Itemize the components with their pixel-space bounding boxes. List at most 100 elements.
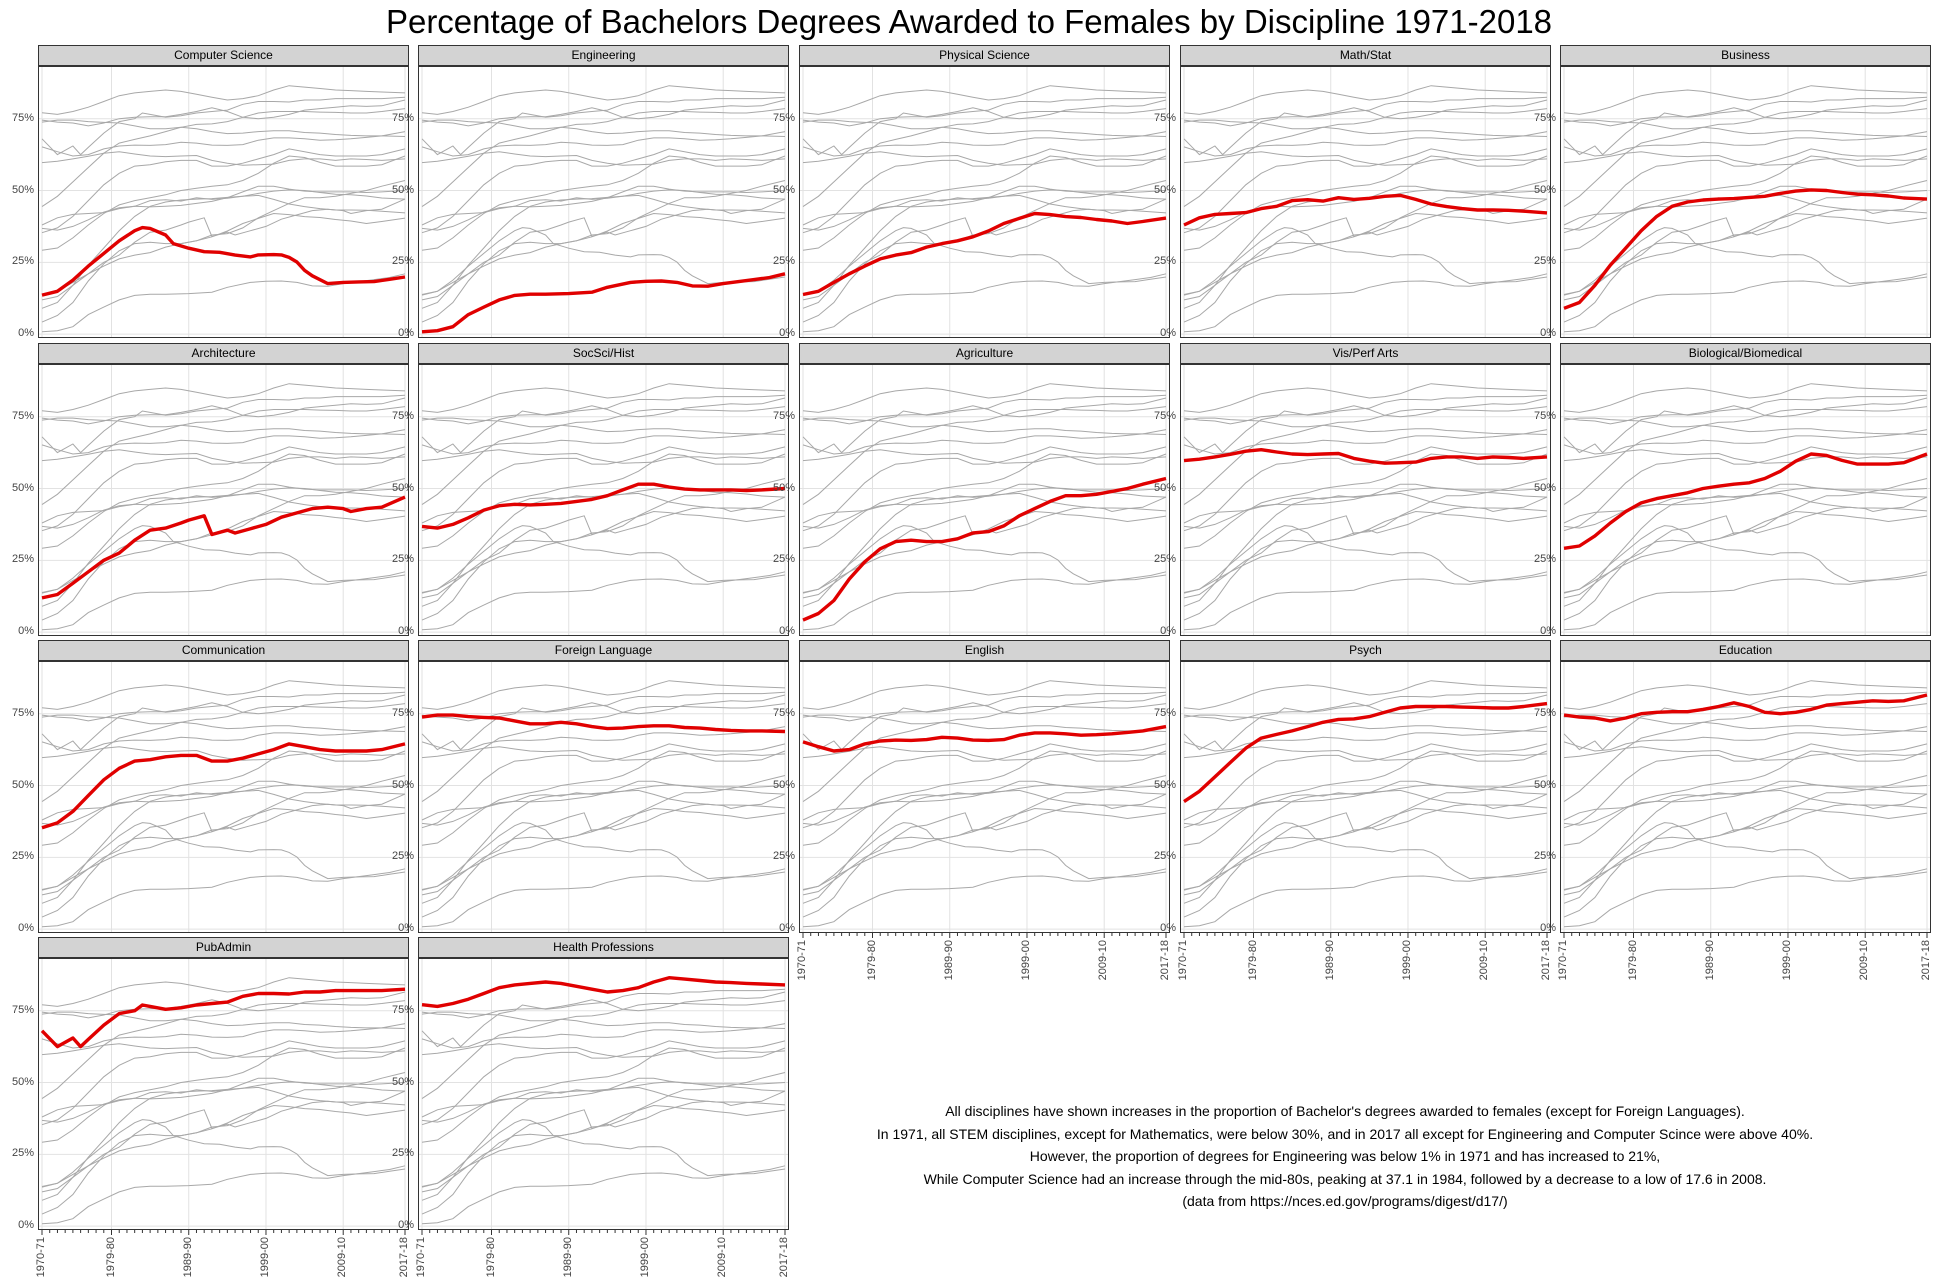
background-series-line [41, 394, 406, 454]
facet-strip-label: Agriculture [799, 343, 1170, 364]
background-series-line [41, 397, 406, 425]
facet-svg [39, 365, 408, 635]
background-series-line [41, 189, 406, 309]
background-series-line [41, 198, 406, 301]
background-series-line [41, 487, 406, 607]
background-series-line [421, 383, 786, 413]
x-tick-label: 2017-18 [1920, 940, 1932, 981]
x-axis-ticks [802, 933, 1167, 938]
background-series-line [1563, 822, 1928, 891]
y-tick-label: 25% [1533, 850, 1556, 863]
background-series-line [1563, 96, 1928, 156]
background-series-line [1183, 680, 1548, 710]
y-tick-label: 25% [772, 850, 795, 863]
note-line: While Computer Science had an increase t… [923, 1170, 1767, 1187]
background-series-line [1183, 189, 1548, 309]
background-series-line [421, 189, 786, 309]
facet-plot-area [1180, 66, 1551, 338]
background-series-line [802, 148, 1167, 234]
highlight-series-line [802, 476, 1167, 622]
y-tick-label: 0% [1540, 327, 1556, 340]
facet-plot-area [38, 958, 409, 1230]
y-tick-label: 75% [1153, 409, 1176, 422]
background-series-line [802, 155, 1167, 251]
y-tick-label: 50% [391, 1075, 414, 1088]
y-tick-label: 0% [398, 327, 414, 340]
y-tick-label: 0% [1160, 625, 1176, 638]
note-line: All disciplines have shown increases in … [945, 1103, 1745, 1119]
facet-svg [419, 67, 788, 337]
chart-title: Percentage of Bachelors Degrees Awarded … [385, 3, 1553, 40]
background-series-line [421, 151, 786, 166]
facet-svg [1181, 67, 1550, 337]
background-series-line [802, 96, 1167, 156]
background-series-line [1563, 119, 1928, 137]
background-series-line [802, 775, 1167, 918]
y-tick-label: 25% [1533, 553, 1556, 566]
y-tick-label: 0% [18, 625, 34, 638]
background-series-line [1183, 383, 1548, 413]
y-tick-label: 75% [11, 706, 34, 719]
background-series-line [802, 571, 1167, 631]
facet-plot-area [38, 66, 409, 338]
facet-strip-label: Vis/Perf Arts [1180, 343, 1551, 364]
background-series-line [1563, 487, 1928, 607]
background-series-line [41, 185, 406, 231]
x-tick-label: 1989-90 [181, 1237, 194, 1278]
y-tick-label: 50% [772, 183, 795, 196]
background-series-line [1563, 397, 1928, 425]
x-tick-label: 2017-18 [398, 1237, 410, 1278]
background-series-line [1563, 743, 1928, 829]
y-tick-label: 50% [1153, 481, 1176, 494]
y-tick-label: 50% [1153, 778, 1176, 791]
background-series-line [1563, 446, 1928, 532]
background-series-line [1183, 478, 1548, 621]
facet-svg [419, 365, 788, 635]
facet-strip-label: Computer Science [38, 45, 409, 66]
background-series-line [1563, 108, 1928, 208]
background-series-line [1183, 691, 1548, 751]
facet-plot-area [418, 958, 789, 1230]
background-series-line [802, 487, 1167, 607]
background-series-line [41, 691, 406, 751]
x-tick-label: 2009-10 [1097, 940, 1110, 981]
background-series-line [1563, 525, 1928, 594]
y-tick-label: 50% [11, 778, 34, 791]
background-series-line [1563, 148, 1928, 234]
background-series-line [1183, 496, 1548, 599]
x-axis-ticks [41, 1230, 406, 1235]
y-tick-label: 75% [1153, 111, 1176, 124]
x-tick-label: 1970-71 [35, 1237, 47, 1278]
background-series-line [1563, 180, 1928, 323]
background-series-line [802, 680, 1167, 710]
highlight-series-line [40, 987, 406, 1049]
background-series-line [1563, 273, 1928, 333]
facet-plot-area [38, 364, 409, 636]
background-series-line [421, 703, 786, 803]
background-series-line [421, 746, 786, 761]
background-series-line [802, 496, 1167, 599]
background-series-line [1563, 198, 1928, 301]
background-series-line [1183, 155, 1548, 251]
y-tick-label: 0% [398, 922, 414, 935]
background-series-line [421, 99, 786, 127]
y-tick-label: 50% [391, 481, 414, 494]
y-tick-label: 25% [1533, 255, 1556, 268]
background-series-line [421, 988, 786, 1048]
y-tick-label: 50% [11, 1075, 34, 1088]
y-tick-label: 50% [391, 183, 414, 196]
x-tick-label: 1999-00 [1019, 940, 1032, 981]
highlight-series-line [41, 225, 406, 297]
background-series-line [1183, 85, 1548, 115]
x-tick-label: 1970-71 [796, 940, 808, 981]
highlight-series-line [41, 495, 406, 600]
background-series-line [41, 417, 406, 435]
y-tick-label: 0% [779, 625, 795, 638]
facet-svg [1181, 662, 1550, 932]
highlight-series-line [421, 976, 786, 1009]
background-series-line [1183, 417, 1548, 435]
background-series-line [41, 151, 406, 166]
background-series-line [421, 397, 786, 425]
background-series-line [421, 119, 786, 137]
background-series-line [421, 726, 786, 752]
